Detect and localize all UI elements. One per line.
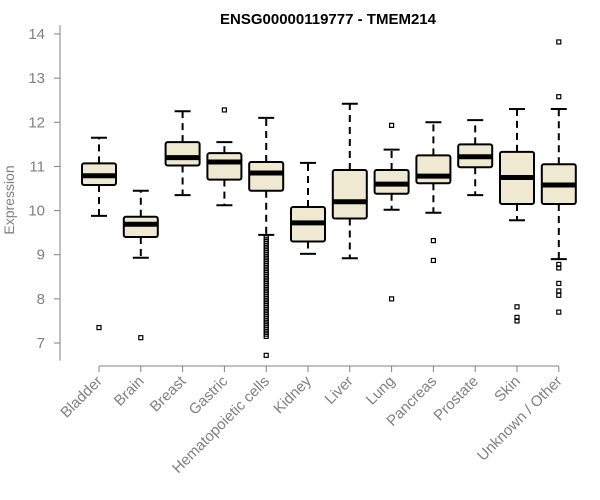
outlier-point — [556, 94, 562, 100]
x-tick-label: Bladder — [57, 373, 106, 422]
box-group — [290, 161, 326, 255]
outlier-point — [430, 237, 436, 244]
y-tick-label: 10 — [28, 203, 45, 220]
box-iqr — [248, 161, 285, 192]
box-iqr — [206, 152, 243, 181]
box-iqr — [331, 168, 368, 220]
y-tick-label: 11 — [29, 158, 45, 175]
box-group — [373, 122, 410, 302]
y-tick-label: 13 — [28, 70, 45, 87]
y-axis-label: Expression — [1, 165, 17, 234]
box-group — [206, 107, 243, 207]
chart-title: ENSG00000119777 - TMEM214 — [220, 11, 437, 28]
x-tick-label: Brain — [111, 373, 148, 410]
outlier-point — [389, 296, 395, 302]
box-group — [415, 121, 452, 264]
box-group — [499, 108, 535, 324]
y-axis: 7 8 9 10 11 12 13 14 — [28, 25, 61, 361]
outlier-point — [556, 309, 562, 315]
outlier-point — [514, 304, 520, 310]
outlier-point — [96, 324, 102, 331]
outlier-point — [556, 265, 562, 271]
x-tick-label: Lung — [363, 373, 399, 409]
outlier-point — [221, 107, 227, 113]
box-group — [331, 102, 368, 260]
x-tick-label: Skin — [491, 373, 524, 406]
x-tick-label: Kidney — [270, 372, 315, 417]
outlier-point — [389, 122, 395, 128]
outlier-point — [138, 335, 144, 341]
y-tick-label: 9 — [37, 247, 45, 264]
outlier-point — [556, 280, 562, 287]
y-tick-label: 12 — [28, 114, 45, 131]
outlier-point — [514, 318, 520, 324]
outlier-point — [263, 352, 269, 358]
box-group — [122, 189, 159, 341]
box-group — [164, 110, 201, 197]
outlier-point — [430, 257, 436, 264]
box-group — [248, 116, 285, 358]
box-group — [81, 136, 117, 331]
box-iqr — [122, 215, 159, 239]
outlier-point — [556, 292, 562, 298]
y-tick-label: 14 — [28, 26, 45, 43]
x-tick-label: Breast — [147, 372, 190, 415]
box-group — [457, 119, 494, 197]
outlier-point — [556, 39, 562, 45]
boxes-layer — [81, 39, 577, 358]
y-tick-label: 7 — [37, 335, 45, 352]
x-tick-label: Prostate — [430, 373, 482, 425]
outlier-point — [263, 333, 269, 339]
x-tick-label: Liver — [322, 373, 357, 408]
box-iqr — [164, 141, 201, 167]
outlier-point — [556, 288, 562, 294]
box-group — [540, 39, 577, 315]
box-iqr — [415, 154, 452, 185]
y-tick-label: 8 — [37, 291, 45, 308]
